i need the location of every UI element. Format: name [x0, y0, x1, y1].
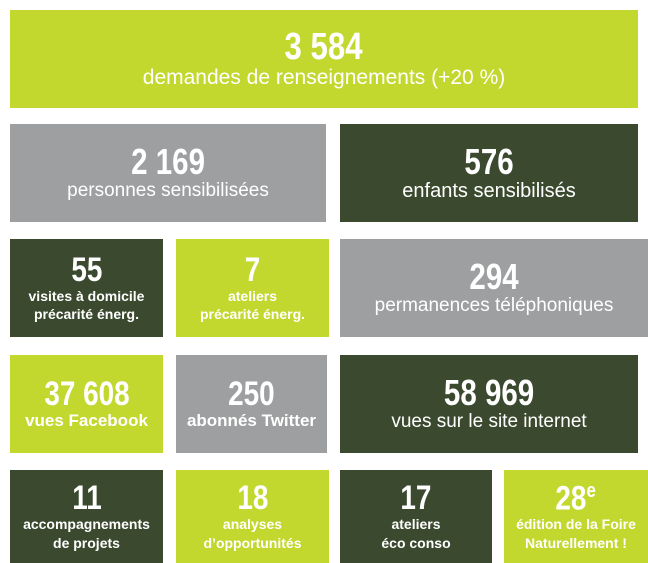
label-line: éco conso: [381, 534, 451, 551]
stat-label: abonnés Twitter: [187, 411, 316, 431]
stat-number: 55: [71, 253, 102, 287]
label-line: permanences téléphoniques: [374, 295, 614, 316]
stat-number: 17: [400, 481, 431, 515]
stat-label: permanences téléphoniques: [375, 295, 614, 317]
stat-number: 576: [464, 140, 514, 182]
label-line: analyses: [222, 516, 283, 533]
stat-label: personnes sensibilisées: [67, 180, 269, 202]
stat-tile: 17 ateliers éco conso: [340, 470, 492, 563]
stat-tile: 250 abonnés Twitter: [176, 355, 327, 453]
stat-number: 294: [469, 259, 518, 295]
stat-tile: 28e édition de la Foire Naturellement !: [504, 470, 648, 563]
stat-label: visites à domicile précarité énerg.: [29, 287, 145, 323]
number-text: 11: [71, 479, 102, 518]
label-line: vues Facebook: [25, 410, 148, 430]
label-line: ateliers: [227, 287, 278, 304]
number-text: 7: [244, 250, 261, 289]
stat-tile: 3 584 demandes de renseignements (+20 %): [10, 10, 638, 108]
number-text: 37 608: [43, 374, 130, 413]
stat-tile: 55 visites à domicile précarité énerg.: [10, 239, 163, 337]
stat-label: enfants sensibilisés: [402, 180, 575, 203]
stat-label: ateliers éco conso: [381, 515, 450, 551]
label-line: d’opportunités: [203, 534, 302, 551]
stat-label: demandes de renseignements (+20 %): [143, 66, 505, 90]
stat-label: vues sur le site internet: [391, 411, 586, 433]
stat-number: 3 584: [285, 28, 363, 66]
stat-tile: 18 analyses d’opportunités: [176, 470, 329, 563]
stat-label: accompagnements de projets: [23, 515, 150, 551]
stat-label: analyses d’opportunités: [204, 515, 302, 551]
number-text: 17: [400, 479, 432, 518]
label-line: demandes de renseignements (+20 %): [142, 66, 506, 89]
label-line: Naturellement !: [525, 534, 627, 551]
stat-tile: 576 enfants sensibilisés: [340, 124, 638, 222]
stat-label: ateliers précarité énerg.: [200, 287, 305, 323]
label-line: personnes sensibilisées: [67, 180, 269, 201]
number-text: 294: [469, 256, 519, 297]
stat-tile: 58 969 vues sur le site internet: [340, 355, 638, 453]
stat-number: 7: [245, 253, 261, 287]
stat-label: vues Facebook: [25, 411, 148, 431]
stat-number: 37 608: [44, 377, 129, 411]
stat-number: 2 169: [131, 144, 205, 180]
label-line: vues sur le site internet: [391, 411, 587, 432]
number-text: 250: [228, 374, 275, 413]
stat-number: 58 969: [444, 375, 534, 411]
stat-label: édition de la Foire Naturellement !: [516, 515, 636, 551]
label-line: précarité énerg.: [33, 306, 140, 322]
number-text: 28: [555, 479, 587, 518]
number-text: 18: [236, 479, 269, 518]
number-text: 2 169: [131, 141, 205, 182]
label-line: visites à domicile: [28, 287, 145, 304]
label-line: enfants sensibilisés: [402, 179, 576, 202]
label-line: abonnés Twitter: [186, 410, 317, 430]
label-line: ateliers: [391, 516, 441, 533]
label-line: édition de la Foire: [516, 516, 636, 533]
number-text: 576: [464, 140, 514, 182]
stat-tile: 37 608 vues Facebook: [10, 355, 163, 453]
stat-number: 18: [237, 481, 268, 515]
label-line: précarité énerg.: [199, 306, 306, 322]
stat-number: 28e: [555, 479, 597, 518]
number-text: 55: [70, 250, 103, 289]
stat-tile: 2 169 personnes sensibilisées: [10, 124, 326, 222]
number-sup: e: [586, 480, 597, 503]
number-text: 3 584: [285, 26, 363, 68]
stat-tile: 7 ateliers précarité énerg.: [176, 239, 329, 337]
stat-tile: 11 accompagnements de projets: [10, 470, 163, 563]
label-line: de projets: [53, 534, 120, 551]
label-line: accompagnements: [23, 516, 150, 533]
stat-number: 11: [72, 481, 101, 515]
stat-tile: 294 permanences téléphoniques: [340, 239, 648, 337]
stat-number: 250: [228, 377, 275, 411]
number-text: 58 969: [443, 372, 535, 413]
